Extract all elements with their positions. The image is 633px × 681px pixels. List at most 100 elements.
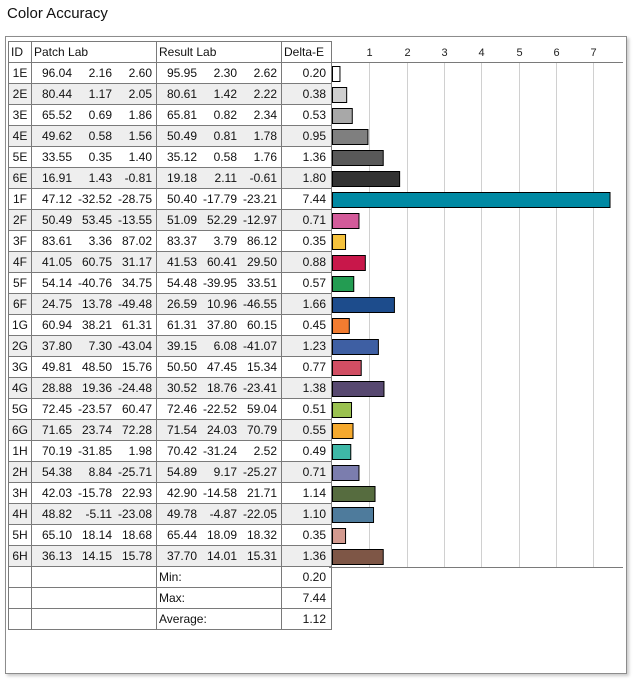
table-row: 6G 71.65 23.74 72.28 71.54 24.03 70.79 0.55 xyxy=(8,419,332,441)
delta-e-value: 0.35 xyxy=(281,524,332,546)
result-lab-cell: 49.78 -4.87 -22.05 xyxy=(156,503,282,525)
patch-lab-value: -25.71 xyxy=(117,465,152,479)
patch-lab-value: 15.76 xyxy=(121,360,152,374)
patch-lab-value: -23.57 xyxy=(77,402,112,416)
result-lab-value: -23.41 xyxy=(242,381,277,395)
result-lab-cell: 50.40 -17.79 -23.21 xyxy=(156,188,282,210)
patch-id: 2F xyxy=(12,213,27,227)
delta-e-value: 0.53 xyxy=(281,104,332,126)
patch-lab-cell: 33.55 0.35 1.40 xyxy=(31,146,157,168)
table-row: 2F 50.49 53.45 -13.55 51.09 52.29 -12.97 0.71 xyxy=(8,209,332,231)
patch-id: 4G xyxy=(11,381,28,395)
patch-id: 6F xyxy=(12,297,27,311)
bar xyxy=(332,150,384,166)
patch-id: 1H xyxy=(12,444,28,458)
patch-lab-value: 23.74 xyxy=(81,423,112,437)
bar xyxy=(332,129,369,145)
patch-id-cell: 5G xyxy=(8,398,32,420)
result-lab-value: 24.03 xyxy=(206,423,237,437)
patch-id: 4E xyxy=(12,129,28,143)
patch-lab-value: 1.98 xyxy=(128,444,152,458)
patch-lab-cell: 54.38 8.84 -25.71 xyxy=(31,461,157,483)
table-row: 6E 16.91 1.43 -0.81 19.18 2.11 -0.61 1.80 xyxy=(8,167,332,189)
patch-lab-value: 49.62 xyxy=(41,129,72,143)
delta-e-value: 0.51 xyxy=(281,398,332,420)
patch-lab-value: 87.02 xyxy=(121,234,152,248)
patch-lab-value: 2.05 xyxy=(128,87,152,101)
result-lab-value: 49.78 xyxy=(166,507,197,521)
bar xyxy=(332,402,353,418)
patch-lab-value: 2.60 xyxy=(128,66,152,80)
result-lab-value: 1.78 xyxy=(253,129,277,143)
table-row: 3H 42.03 -15.78 22.93 42.90 -14.58 21.71 1.14 xyxy=(8,482,332,504)
stat-value: 1.12 xyxy=(281,608,332,630)
bar xyxy=(332,276,355,292)
patch-id: 5F xyxy=(12,276,27,290)
patch-lab-cell: 72.45 -23.57 60.47 xyxy=(31,398,157,420)
patch-lab-value: 60.75 xyxy=(81,255,112,269)
patch-lab-value: 54.14 xyxy=(41,276,72,290)
delta-e-value: 1.80 xyxy=(281,167,332,189)
patch-lab-cell: 47.12 -32.52 -28.75 xyxy=(31,188,157,210)
result-lab-value: 10.96 xyxy=(206,297,237,311)
patch-lab-value: 0.58 xyxy=(88,129,112,143)
delta-e-bar-chart: 1 2 3 4 5 6 7 xyxy=(329,47,623,568)
col-header-result-lab: Result Lab xyxy=(156,41,282,63)
result-lab-value: -31.24 xyxy=(202,444,237,458)
patch-lab-cell: 50.49 53.45 -13.55 xyxy=(31,209,157,231)
patch-lab-cell: 96.04 2.16 2.60 xyxy=(31,62,157,84)
patch-id-cell: 5H xyxy=(8,524,32,546)
bar xyxy=(332,360,362,376)
patch-lab-cell: 48.82 -5.11 -23.08 xyxy=(31,503,157,525)
patch-id: 5H xyxy=(12,528,28,542)
result-lab-value: 50.50 xyxy=(166,360,197,374)
patch-lab-value: 47.12 xyxy=(41,192,72,206)
result-lab-value: -46.55 xyxy=(242,297,277,311)
table-row: 5G 72.45 -23.57 60.47 72.46 -22.52 59.04 0.51 xyxy=(8,398,332,420)
patch-lab-value: 48.50 xyxy=(81,360,112,374)
patch-id: 4F xyxy=(12,255,27,269)
patch-lab-value: -49.48 xyxy=(117,297,152,311)
stats-row: Average: 1.12 xyxy=(8,608,332,630)
result-lab-value: -22.05 xyxy=(242,507,277,521)
empty-cell xyxy=(31,587,157,609)
patch-id-cell: 6F xyxy=(8,293,32,315)
result-lab-value: 42.90 xyxy=(166,486,197,500)
result-lab-value: 60.41 xyxy=(206,255,237,269)
table-row: 1H 70.19 -31.85 1.98 70.42 -31.24 2.52 0.49 xyxy=(8,440,332,462)
delta-e-value: 0.57 xyxy=(281,272,332,294)
x-tick-label: 4 xyxy=(478,47,484,59)
result-lab-value: -39.95 xyxy=(202,276,237,290)
result-lab-value: 29.50 xyxy=(246,255,277,269)
patch-lab-value: -24.48 xyxy=(117,381,152,395)
patch-lab-cell: 71.65 23.74 72.28 xyxy=(31,419,157,441)
patch-lab-value: 83.61 xyxy=(41,234,72,248)
result-lab-value: 54.89 xyxy=(166,465,197,479)
patch-id-cell: 2H xyxy=(8,461,32,483)
patch-id: 5G xyxy=(11,402,28,416)
result-lab-cell: 65.81 0.82 2.34 xyxy=(156,104,282,126)
col-header-id: ID xyxy=(8,41,32,63)
result-lab-value: 60.15 xyxy=(246,318,277,332)
result-lab-value: 0.81 xyxy=(213,129,237,143)
result-lab-value: 80.61 xyxy=(166,87,197,101)
patch-id-cell: 5F xyxy=(8,272,32,294)
result-lab-cell: 71.54 24.03 70.79 xyxy=(156,419,282,441)
bar xyxy=(332,66,341,82)
delta-e-value: 0.49 xyxy=(281,440,332,462)
patch-lab-value: 1.86 xyxy=(128,108,152,122)
patch-lab-value: 53.45 xyxy=(81,213,112,227)
table-row: 1F 47.12 -32.52 -28.75 50.40 -17.79 -23.21 7.44 xyxy=(8,188,332,210)
patch-id: 3F xyxy=(12,234,27,248)
page-title: Color Accuracy xyxy=(7,5,108,22)
patch-id: 2E xyxy=(12,87,28,101)
patch-lab-cell: 54.14 -40.76 34.75 xyxy=(31,272,157,294)
bar xyxy=(332,297,395,313)
delta-e-value: 1.14 xyxy=(281,482,332,504)
patch-lab-value: 2.16 xyxy=(88,66,112,80)
patch-id: 6H xyxy=(12,549,28,563)
patch-id-cell: 3H xyxy=(8,482,32,504)
result-lab-cell: 41.53 60.41 29.50 xyxy=(156,251,282,273)
result-lab-cell: 83.37 3.79 86.12 xyxy=(156,230,282,252)
delta-e-value: 0.38 xyxy=(281,83,332,105)
